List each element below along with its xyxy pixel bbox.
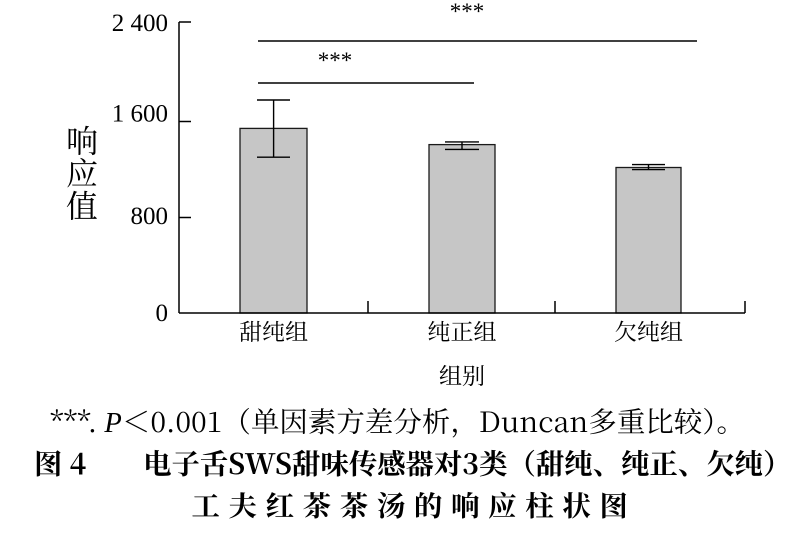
svg-text:甜纯组: 甜纯组	[239, 314, 308, 347]
svg-text:800: 800	[131, 203, 169, 230]
svg-text:欠纯组: 欠纯组	[614, 314, 683, 347]
svg-text:2 400: 2 400	[112, 10, 168, 37]
svg-text:1 600: 1 600	[112, 101, 168, 128]
svg-text:***: ***	[318, 48, 353, 73]
svg-text:组别: 组别	[439, 358, 485, 391]
svg-text:***: ***	[450, 0, 485, 24]
svg-text:纯正组: 纯正组	[428, 314, 497, 347]
svg-text:0: 0	[156, 300, 169, 327]
svg-text:响应值: 响应值	[59, 124, 105, 220]
